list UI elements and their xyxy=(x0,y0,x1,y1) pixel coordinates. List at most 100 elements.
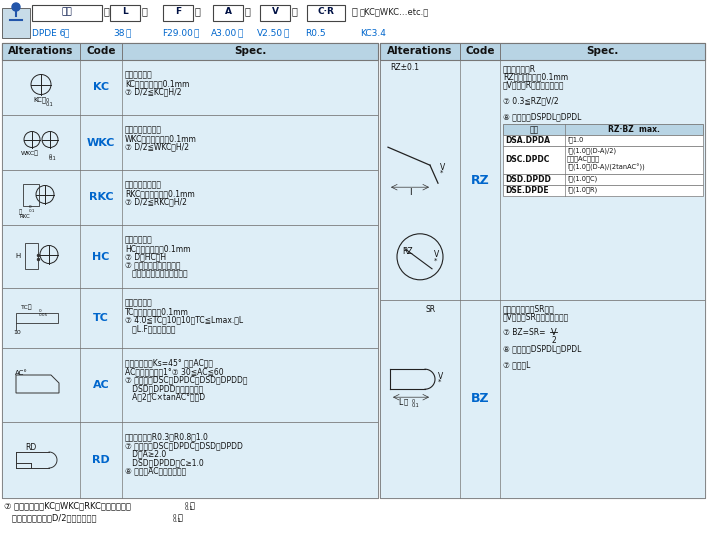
Text: 0: 0 xyxy=(39,309,42,313)
Bar xyxy=(307,5,345,21)
Text: SR: SR xyxy=(425,305,435,314)
Text: 0.1: 0.1 xyxy=(46,102,54,108)
Text: V2.50: V2.50 xyxy=(257,29,283,39)
Text: 変更標準規格Ks=45° 指定AC角度: 変更標準規格Ks=45° 指定AC角度 xyxy=(125,359,213,368)
Text: ⑦ D/2≦KC＜H/2: ⑦ D/2≦KC＜H/2 xyxy=(125,87,182,96)
Text: 0: 0 xyxy=(49,153,52,159)
Bar xyxy=(503,174,703,185)
Bar xyxy=(2,422,378,498)
Text: 10: 10 xyxy=(13,330,21,334)
Text: ⑦ 止転面加工（KC、WKC、RKC）の公差を－: ⑦ 止転面加工（KC、WKC、RKC）の公差を－ xyxy=(4,501,131,510)
Text: *: * xyxy=(438,379,441,385)
Bar xyxy=(380,300,705,498)
Text: 0: 0 xyxy=(412,399,415,404)
Text: 38: 38 xyxy=(113,29,124,39)
Text: V: V xyxy=(271,8,279,17)
Text: V: V xyxy=(440,163,445,172)
Text: 加工単止転面: 加工単止転面 xyxy=(125,71,153,79)
Text: l－(1.0＋(D-A)/(2tanAC°)): l－(1.0＋(D-A)/(2tanAC°)) xyxy=(567,164,645,172)
Bar xyxy=(260,5,290,21)
Text: ⑦ D/2≦WKC＜H/2: ⑦ D/2≦WKC＜H/2 xyxy=(125,143,189,152)
Text: Code: Code xyxy=(465,47,495,56)
Bar xyxy=(503,135,703,146)
Text: BZ: BZ xyxy=(471,392,489,406)
Text: Code: Code xyxy=(86,47,116,56)
Text: A: A xyxy=(225,8,231,17)
Text: AC: AC xyxy=(93,380,110,390)
Text: －: － xyxy=(195,6,201,16)
Text: L: L xyxy=(398,398,402,407)
Text: F: F xyxy=(175,8,181,17)
Text: ⑦ D＜HC＜H: ⑦ D＜HC＜H xyxy=(125,252,166,262)
Text: －: － xyxy=(125,29,130,39)
Text: ＊使用AC代码时: ＊使用AC代码时 xyxy=(567,155,600,162)
Text: WKC寸法指定単位0.1mm: WKC寸法指定単位0.1mm xyxy=(125,134,197,143)
Text: 0.1: 0.1 xyxy=(412,403,420,408)
Text: ＊V寸法为R加工前的尺寸。: ＊V寸法为R加工前的尺寸。 xyxy=(503,80,564,89)
Text: Alterations: Alterations xyxy=(8,47,74,56)
Text: 加工平行双止転面: 加工平行双止転面 xyxy=(125,125,162,135)
Text: RZ: RZ xyxy=(402,247,413,256)
Text: ⑦ BZ=SR=: ⑦ BZ=SR= xyxy=(503,328,548,337)
Text: －: － xyxy=(404,398,408,405)
Text: DSD、DPDD时的加工极限: DSD、DPDD时的加工极限 xyxy=(125,384,203,393)
Text: RD: RD xyxy=(92,455,110,465)
Text: 配合軸径寸法指定D/2時、公差も－: 配合軸径寸法指定D/2時、公差も－ xyxy=(4,513,96,522)
Text: l－(1.0＋(D-A)/2): l－(1.0＋(D-A)/2) xyxy=(567,147,616,154)
Text: *: * xyxy=(434,258,438,264)
Text: C·R: C·R xyxy=(317,8,334,17)
Text: Spec.: Spec. xyxy=(586,47,619,56)
Text: 変更標準規格R0.3为R0.8～1.0: 変更標準規格R0.3为R0.8～1.0 xyxy=(125,433,209,442)
Text: V: V xyxy=(434,250,439,259)
Circle shape xyxy=(12,3,20,11)
Bar xyxy=(380,60,705,300)
Text: KC寸法指定単位0.1mm: KC寸法指定単位0.1mm xyxy=(125,79,189,88)
Text: ⑧ 不适用于DSPDL、DPDL: ⑧ 不适用于DSPDL、DPDL xyxy=(503,112,581,121)
Text: V: V xyxy=(438,371,443,381)
Text: HC: HC xyxy=(93,251,110,262)
Text: 加工前端球面（SR）。: 加工前端球面（SR）。 xyxy=(503,304,555,313)
Bar xyxy=(110,5,140,21)
Text: 0: 0 xyxy=(29,205,32,210)
Text: －: － xyxy=(64,29,69,39)
Text: －: － xyxy=(238,29,243,39)
Text: ⑧ 不可与AC代码同时使用: ⑧ 不可与AC代码同时使用 xyxy=(125,466,186,475)
Bar xyxy=(16,313,58,323)
Text: F29.00: F29.00 xyxy=(162,29,193,39)
Text: 0.1: 0.1 xyxy=(185,506,194,511)
Text: －: － xyxy=(194,29,199,39)
Text: ⑦ 仅适用于DSC、DPDC、DSD、DPDD、: ⑦ 仅适用于DSC、DPDC、DSD、DPDD、 xyxy=(125,376,247,384)
Text: Spec.: Spec. xyxy=(234,47,267,56)
Text: DSE.DPDE: DSE.DPDE xyxy=(505,186,549,195)
Text: TC: TC xyxy=(93,313,109,323)
Text: ⑦ 公差为L: ⑦ 公差为L xyxy=(503,360,530,369)
Bar xyxy=(2,288,378,348)
Text: KC3.4: KC3.4 xyxy=(360,29,386,39)
Text: TC寸法指定単位0.1mm: TC寸法指定単位0.1mm xyxy=(125,307,189,316)
Text: ⑦ 4.0≦TC＜10且10－TC≦Lmax.－L: ⑦ 4.0≦TC＜10且10－TC≦Lmax.－L xyxy=(125,316,243,324)
Text: 有时会加工为无肩型直杆。: 有时会加工为无肩型直杆。 xyxy=(125,270,187,279)
Text: RD: RD xyxy=(25,443,37,452)
Text: ⑦ 肩部直径因公差关系，: ⑦ 肩部直径因公差关系， xyxy=(125,261,180,270)
Text: l－1.0: l－1.0 xyxy=(567,136,583,143)
Text: RKC: RKC xyxy=(88,192,113,203)
Text: AC°: AC° xyxy=(15,370,28,376)
Text: R0.5: R0.5 xyxy=(305,29,326,39)
Text: D－A≥2.0: D－A≥2.0 xyxy=(125,450,166,458)
Text: 変更肩部直径: 変更肩部直径 xyxy=(125,235,153,244)
Text: RKC寸法指定単位0.1mm: RKC寸法指定単位0.1mm xyxy=(125,189,194,198)
Text: 型号: 型号 xyxy=(62,8,72,17)
Bar xyxy=(32,5,102,21)
Text: RZ·BZ  max.: RZ·BZ max. xyxy=(608,125,660,134)
Text: 0: 0 xyxy=(173,514,177,519)
Text: RZ: RZ xyxy=(471,174,489,187)
Text: DSC.DPDC: DSC.DPDC xyxy=(505,155,549,165)
Text: WKC: WKC xyxy=(87,138,115,147)
Text: ＊V寸法为SR加工前的尺寸。: ＊V寸法为SR加工前的尺寸。 xyxy=(503,312,569,321)
Text: －: － xyxy=(104,6,110,16)
Bar xyxy=(25,242,38,269)
Text: H: H xyxy=(15,254,21,259)
Bar xyxy=(380,43,705,498)
Text: RZ±0.1: RZ±0.1 xyxy=(390,63,419,72)
Text: －: － xyxy=(292,6,298,16)
